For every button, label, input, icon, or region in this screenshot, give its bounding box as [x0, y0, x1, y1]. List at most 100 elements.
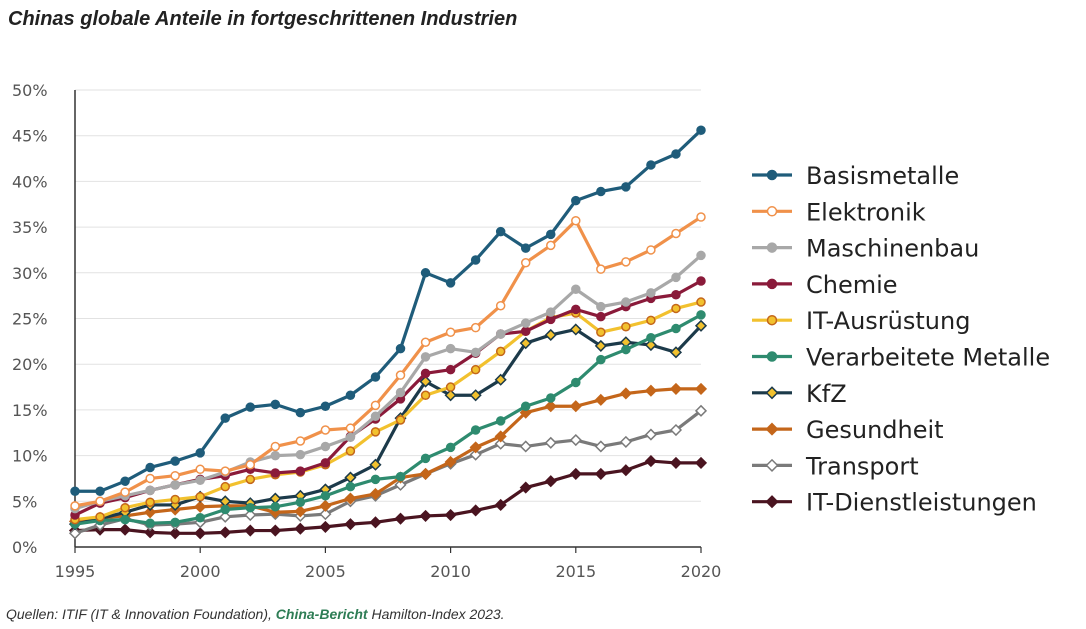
legend-label: IT-Dienstleistungen — [806, 489, 1037, 517]
data-point — [671, 323, 681, 334]
data-point — [345, 481, 356, 492]
data-point — [696, 297, 706, 307]
data-point — [369, 516, 382, 529]
data-point — [621, 182, 631, 192]
legend-marker — [765, 495, 779, 509]
data-point — [70, 501, 80, 511]
data-point — [420, 268, 431, 278]
data-point — [546, 240, 556, 251]
data-point — [295, 449, 306, 460]
data-point — [120, 514, 130, 525]
data-point — [444, 389, 457, 402]
data-point — [169, 527, 182, 540]
data-point — [345, 432, 356, 443]
data-point — [370, 474, 381, 485]
data-point — [319, 520, 332, 533]
data-point — [245, 502, 256, 513]
data-point — [219, 526, 232, 539]
data-point — [395, 343, 406, 354]
data-point — [546, 393, 556, 403]
data-point — [220, 481, 230, 492]
data-point — [594, 393, 607, 406]
data-point — [669, 346, 683, 359]
data-point — [195, 491, 205, 502]
data-point — [320, 425, 331, 435]
data-point — [696, 310, 706, 320]
data-point — [145, 485, 155, 496]
data-point — [646, 245, 656, 255]
data-point — [420, 352, 431, 362]
data-point — [520, 326, 531, 337]
data-point — [95, 496, 105, 507]
data-point — [370, 400, 381, 411]
data-point — [68, 527, 82, 540]
data-point — [494, 437, 507, 450]
data-point — [220, 413, 230, 423]
data-point — [619, 464, 632, 477]
y-tick-label: 20% — [12, 355, 48, 374]
data-point — [170, 456, 180, 466]
data-point — [470, 425, 481, 435]
source-link-china-bericht[interactable]: China-Bericht — [275, 606, 368, 622]
data-point — [469, 504, 482, 517]
data-point — [294, 505, 307, 518]
data-point — [444, 508, 457, 522]
data-point — [320, 401, 331, 411]
data-point — [419, 375, 432, 388]
data-point — [495, 416, 506, 426]
data-point — [195, 448, 205, 458]
y-tick-label: 0% — [12, 538, 37, 557]
data-point — [445, 327, 456, 337]
data-point — [694, 456, 708, 469]
data-point — [644, 428, 657, 441]
data-point — [95, 486, 105, 496]
data-point — [170, 480, 180, 490]
data-point — [369, 458, 382, 471]
data-point — [120, 476, 130, 486]
data-point — [420, 453, 431, 464]
data-point — [395, 370, 406, 380]
data-point — [520, 257, 531, 268]
data-point — [120, 502, 130, 513]
data-point — [220, 504, 230, 515]
data-point — [596, 327, 606, 337]
legend-label: KfZ — [806, 380, 847, 408]
legend-marker — [765, 422, 779, 436]
data-point — [195, 513, 205, 523]
data-point — [696, 250, 706, 261]
x-tick-label: 2010 — [430, 562, 471, 581]
data-point — [270, 468, 281, 478]
data-point — [145, 497, 155, 507]
source-prefix: Quellen: ITIF (IT & Innovation Foundatio… — [6, 606, 276, 622]
data-point — [395, 387, 406, 398]
data-point — [571, 215, 581, 226]
data-point — [244, 524, 257, 537]
data-point — [544, 328, 557, 342]
data-point — [319, 499, 332, 512]
data-point — [194, 500, 207, 513]
y-tick-label: 10% — [12, 447, 48, 466]
data-point — [644, 455, 657, 468]
data-point — [195, 475, 205, 486]
data-point — [470, 364, 481, 375]
y-tick-label: 40% — [12, 172, 48, 191]
data-point — [694, 382, 708, 395]
data-point — [671, 228, 681, 239]
data-point — [494, 430, 507, 443]
legend-marker — [766, 278, 778, 290]
data-point — [495, 329, 506, 339]
data-point — [445, 343, 456, 354]
data-point — [495, 346, 506, 357]
legend-marker — [766, 169, 778, 181]
data-point — [696, 276, 706, 286]
data-point — [520, 318, 531, 328]
data-point — [669, 382, 683, 395]
data-point — [395, 415, 406, 425]
data-point — [571, 284, 581, 295]
data-point — [269, 524, 282, 537]
data-point — [469, 448, 482, 461]
data-point — [470, 347, 481, 358]
data-point — [470, 255, 481, 265]
y-tick-label: 35% — [12, 218, 48, 237]
legend-marker — [766, 351, 778, 362]
